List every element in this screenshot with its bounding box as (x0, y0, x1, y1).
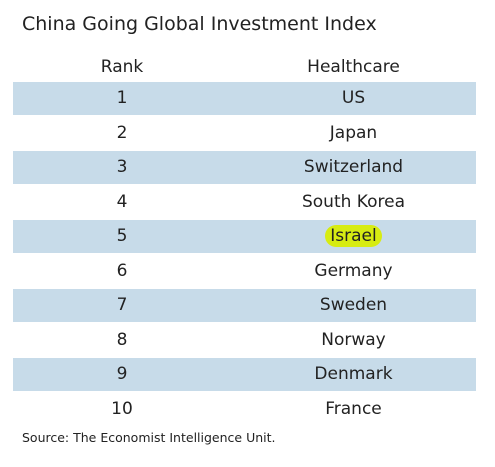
country-label: France (325, 398, 382, 419)
table-row: 5 Israel (13, 220, 476, 253)
country-cell: France (231, 393, 476, 426)
healthcare-column-header: Healthcare (307, 57, 400, 77)
table-row: 1 US (13, 82, 476, 115)
chart-title: China Going Global Investment Index (22, 13, 377, 35)
rank-cell: 7 (116, 295, 128, 315)
country-cell: Denmark (231, 358, 476, 391)
table-row: 9 Denmark (13, 358, 476, 391)
country-cell: Sweden (231, 289, 476, 322)
table-row: 8 Norway (13, 323, 476, 357)
rank-cell: 3 (116, 157, 128, 177)
rank-column-header: Rank (100, 57, 144, 77)
table-row: 4 South Korea (13, 185, 476, 219)
rank-cell: 6 (116, 260, 128, 281)
highlighted-country-label: Israel (325, 225, 382, 247)
table-row: 10 France (13, 392, 476, 426)
table-row: 3 Switzerland (13, 151, 476, 184)
country-label: South Korea (301, 191, 405, 212)
rank-cell: 9 (116, 364, 128, 384)
table-body: 1 US 2 Japan 3 Switzerland 4 South Korea 5 Israel… (13, 82, 476, 427)
country-cell: Japan (231, 117, 476, 150)
rank-cell: 1 (116, 88, 128, 108)
country-cell: Norway (231, 324, 476, 357)
table-row: 7 Sweden (13, 289, 476, 322)
country-cell: Israel (231, 220, 476, 253)
source-note: Source: The Economist Intelligence Unit. (22, 430, 276, 445)
country-label: Switzerland (303, 157, 404, 177)
rank-cell: 5 (116, 226, 128, 246)
rank-cell: 4 (116, 191, 128, 212)
country-label: Japan (329, 122, 378, 143)
country-label: Norway (321, 329, 386, 350)
country-label: Sweden (319, 295, 388, 315)
rank-cell: 8 (116, 329, 128, 350)
table-row: 2 Japan (13, 116, 476, 150)
rank-cell: 2 (116, 122, 128, 143)
country-cell: Germany (231, 255, 476, 288)
country-cell: South Korea (231, 186, 476, 219)
country-label: US (341, 88, 366, 108)
country-label: Denmark (314, 364, 393, 384)
country-label: Germany (314, 260, 393, 281)
rank-cell: 10 (111, 398, 133, 419)
table-header: Rank Healthcare (13, 52, 476, 82)
country-cell: US (231, 82, 476, 115)
table-row: 6 Germany (13, 254, 476, 288)
country-cell: Switzerland (231, 151, 476, 184)
